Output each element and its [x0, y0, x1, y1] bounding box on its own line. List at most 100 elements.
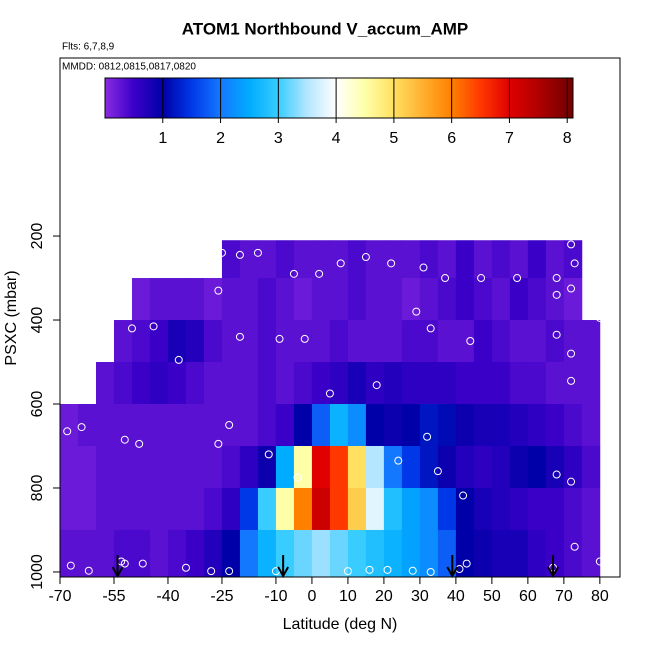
- heatmap-cell: [491, 278, 511, 321]
- y-tick-label: 600: [29, 391, 46, 418]
- heatmap-cell: [509, 404, 529, 447]
- heatmap-cell: [167, 487, 187, 531]
- heatmap-cell: [221, 445, 241, 489]
- sample-point: [595, 557, 604, 566]
- heatmap-cell: [311, 278, 331, 321]
- heatmap-cell: [167, 278, 187, 321]
- heatmap-cell: [311, 240, 331, 279]
- colorbar: [104, 77, 574, 119]
- heatmap-cell: [275, 404, 295, 447]
- heatmap-cell: [131, 445, 151, 489]
- heatmap-cell: [257, 362, 277, 405]
- heatmap-cell: [77, 404, 97, 447]
- arrow-head: [446, 566, 459, 579]
- heatmap-cell: [239, 278, 259, 321]
- heatmap-cell: [221, 278, 241, 321]
- y-axis-label: PSXC (mbar): [3, 270, 20, 365]
- heatmap-cell: [329, 445, 349, 489]
- sample-point: [459, 491, 468, 500]
- x-tick-label: -55: [102, 588, 125, 605]
- sample-point: [120, 435, 129, 444]
- heatmap-cell: [563, 404, 583, 447]
- heatmap-cell: [581, 362, 601, 405]
- sample-point: [567, 477, 576, 486]
- sample-point: [217, 248, 226, 257]
- heatmap-cell: [329, 487, 349, 531]
- heatmap-cell: [383, 404, 403, 447]
- heatmap-cell: [419, 445, 439, 489]
- sample-point: [207, 567, 216, 576]
- heatmap-cell: [545, 445, 565, 489]
- sample-point: [225, 420, 234, 429]
- heatmap-cell: [437, 278, 457, 321]
- heatmap-cell: [113, 445, 133, 489]
- heatmap-cell: [239, 320, 259, 363]
- plot-frame: [59, 57, 621, 578]
- sample-point: [419, 263, 428, 272]
- heatmap-cell: [149, 404, 169, 447]
- heatmap-cell: [257, 404, 277, 447]
- heatmap-cell: [401, 529, 421, 578]
- sample-point: [567, 284, 576, 293]
- colorbar-tick-label: 1: [158, 130, 167, 147]
- heatmap-cell: [509, 362, 529, 405]
- heatmap-cell: [275, 320, 295, 363]
- heatmap-cell: [545, 320, 565, 363]
- heatmap-cell: [257, 529, 277, 578]
- heatmap-cell: [185, 529, 205, 578]
- sample-point: [552, 330, 561, 339]
- x-tick-label: 60: [519, 588, 537, 605]
- heatmap-cell: [203, 445, 223, 489]
- heatmap-cell: [401, 487, 421, 531]
- heatmap-cell: [113, 487, 133, 531]
- sample-point: [300, 334, 309, 343]
- y-tick-label: 200: [29, 223, 46, 250]
- heatmap-cell: [455, 529, 475, 578]
- heatmap-cell: [185, 362, 205, 405]
- heatmap-cell: [149, 529, 169, 578]
- heatmap-cell: [131, 320, 151, 363]
- x-tick-label: -70: [48, 588, 71, 605]
- heatmap-cell: [95, 362, 115, 405]
- sample-point: [552, 290, 561, 299]
- heatmap-cell: [293, 529, 313, 578]
- flight-arrow: [111, 555, 124, 579]
- chart-title: ATOM1 Northbound V_accum_AMP: [182, 19, 469, 38]
- heatmap-cell: [167, 362, 187, 405]
- heatmap-cell: [455, 240, 475, 279]
- sample-point: [513, 274, 522, 283]
- heatmap-cell: [383, 487, 403, 531]
- heatmap-cell: [545, 487, 565, 531]
- colorbar-tick-label: 2: [216, 130, 225, 147]
- sample-point: [477, 274, 486, 283]
- heatmap-cell: [365, 362, 385, 405]
- y-tick-label: 400: [29, 307, 46, 334]
- heatmap-cell: [239, 487, 259, 531]
- heatmap-cell: [437, 445, 457, 489]
- heatmap-cell: [383, 320, 403, 363]
- heatmap-cell: [563, 487, 583, 531]
- flight-arrow: [277, 555, 290, 579]
- heatmap-cell: [239, 362, 259, 405]
- heatmap-cell: [275, 529, 295, 578]
- heatmap-cell: [347, 404, 367, 447]
- y-tick-label: 800: [29, 475, 46, 502]
- heatmap-cell: [311, 445, 331, 489]
- heatmap-cell: [545, 362, 565, 405]
- heatmap-cell: [383, 529, 403, 578]
- heatmap-cell: [149, 320, 169, 363]
- heatmap-cell: [329, 320, 349, 363]
- heatmap-cell: [383, 240, 403, 279]
- sample-point: [235, 250, 244, 259]
- colorbar-tick-label: 7: [505, 130, 514, 147]
- heatmap-cell: [203, 362, 223, 405]
- heatmap-cell: [239, 404, 259, 447]
- heatmap-cell: [185, 278, 205, 321]
- heatmap-cell: [491, 240, 511, 279]
- sample-point: [325, 389, 334, 398]
- heatmap-cell: [365, 445, 385, 489]
- heatmap-cell: [365, 278, 385, 321]
- sample-point: [235, 332, 244, 341]
- heatmap-cell: [293, 240, 313, 279]
